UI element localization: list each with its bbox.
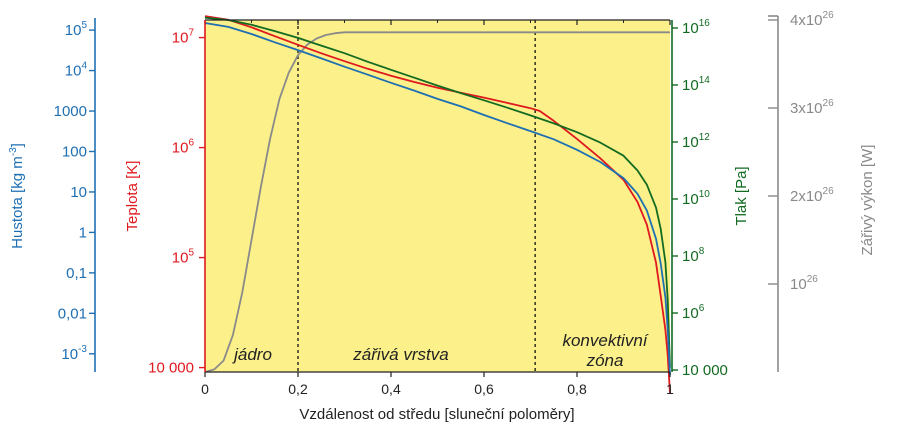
luminosity-tick-label: 4x1026: [790, 10, 834, 29]
x-tick-label: 0: [201, 381, 209, 397]
density-tick-label: 104: [65, 61, 88, 80]
x-tick-label: 0,2: [288, 381, 308, 397]
temperature-tick-label: 105: [172, 248, 195, 267]
density-tick-label: 10-3: [61, 344, 87, 363]
temperature-tick-label: 106: [172, 138, 195, 157]
pressure-axis-title: Tlak [Pa]: [733, 166, 750, 225]
zone-label-core: jádro: [232, 345, 272, 364]
pressure-tick-label: 106: [682, 303, 705, 322]
temperature-axis-title: Teplota [K]: [124, 161, 141, 232]
density-tick-label: 1: [79, 224, 87, 241]
density-tick-label: 10: [70, 184, 87, 201]
density-axis-title: Hustota [kg m-3]: [8, 143, 26, 249]
pressure-tick-label: 1014: [682, 75, 710, 94]
density-tick-label: 105: [65, 20, 88, 39]
pressure-tick-label: 1016: [682, 18, 710, 37]
zone-label-radiative: zářivá vrstva: [352, 345, 448, 364]
luminosity-tick-label: 3x1026: [790, 98, 834, 117]
zone-label-convective-2: zóna: [586, 351, 624, 370]
density-tick-label: 1000: [54, 103, 87, 120]
density-tick-label: 0,01: [58, 305, 87, 322]
pressure-tick-label: 108: [682, 246, 705, 265]
x-axis-label: Vzdálenost od středu [sluneční poloměry]: [299, 406, 574, 423]
luminosity-axis-title: Zářivý výkon [W]: [859, 145, 876, 256]
x-tick-label: 0,6: [474, 381, 494, 397]
luminosity-tick-label: 1026: [790, 274, 818, 293]
density-tick-label: 100: [62, 143, 87, 160]
pressure-tick-label: 10 000: [682, 362, 728, 379]
x-tick-label: 0,8: [567, 381, 587, 397]
x-tick-label: 0,4: [381, 381, 401, 397]
zone-label-convective-1: konvektivní: [562, 331, 649, 350]
luminosity-tick-label: 2x1026: [790, 186, 834, 205]
plot-area-background: [205, 20, 670, 372]
pressure-series-line: [204, 16, 671, 368]
pressure-tick-label: 1012: [682, 132, 710, 151]
temperature-tick-label: 10 000: [148, 360, 194, 377]
density-series-line: [204, 22, 671, 375]
x-tick-label: 1: [666, 381, 674, 397]
pressure-tick-label: 1010: [682, 189, 710, 208]
density-tick-label: 0,1: [66, 265, 87, 282]
luminosity-series-line: [204, 31, 670, 373]
temperature-tick-label: 107: [172, 28, 195, 47]
temperature-series-line: [204, 15, 671, 394]
